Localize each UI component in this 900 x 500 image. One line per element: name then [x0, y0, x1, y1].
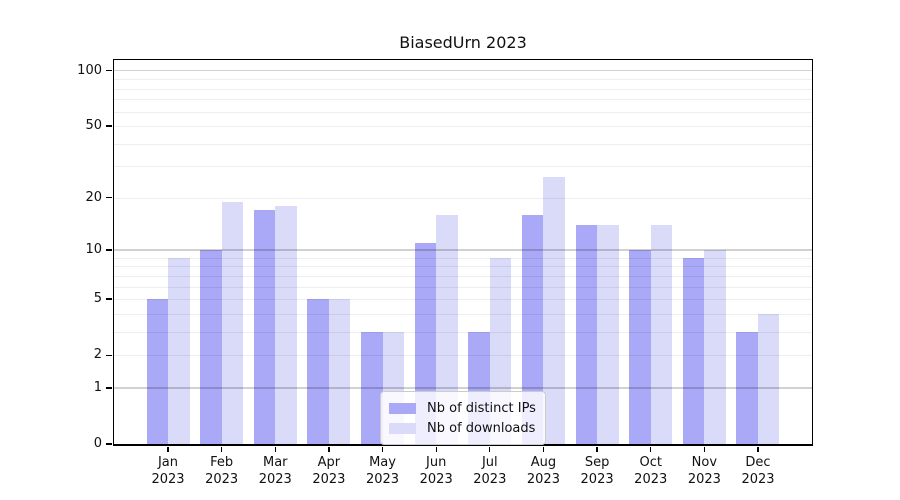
gridline-minor-8: [114, 266, 812, 268]
x-tick-apr: [328, 446, 330, 453]
chart-title: BiasedUrn 2023: [399, 33, 527, 52]
gridline-minor-6: [114, 286, 812, 288]
y-tick-0: [106, 443, 113, 445]
bar-ips-may: [361, 331, 383, 444]
gridline-minor-7: [114, 275, 812, 277]
bar-downloads-jun: [436, 214, 458, 444]
legend-entry-distinct-ips: Nb of distinct IPs: [389, 398, 537, 418]
gridline-major-1: [114, 387, 812, 389]
x-tick-aug: [542, 446, 545, 453]
x-tick-may: [381, 446, 384, 453]
legend-swatch-downloads: [389, 422, 416, 434]
gridline-minor-60: [114, 111, 812, 113]
bar-ips-nov: [682, 257, 705, 444]
bar-downloads-aug: [543, 177, 565, 444]
x-tick-label-oct: Oct 2023: [634, 455, 668, 487]
y-tick-label-0: 0: [93, 436, 102, 451]
gridline-minor-4: [114, 313, 812, 315]
x-tick-label-jun: Jun 2023: [419, 455, 453, 487]
gridline-minor-40: [114, 143, 812, 145]
x-tick-label-mar: Mar 2023: [258, 455, 292, 487]
x-tick-label-jul: Jul 2023: [473, 455, 507, 487]
gridline-minor-50: [114, 126, 812, 128]
bar-ips-jan: [146, 299, 168, 444]
y-tick-2: [106, 354, 113, 356]
x-tick-sep: [596, 446, 598, 453]
bar-downloads-feb: [221, 201, 244, 444]
y-tick-10: [106, 249, 113, 251]
gridline-minor-20: [114, 197, 812, 199]
x-tick-label-jan: Jan 2023: [151, 455, 185, 487]
y-tick-label-5: 5: [93, 291, 102, 307]
gridline-minor-70: [114, 99, 812, 101]
bar-downloads-dec: [757, 313, 780, 444]
x-tick-label-feb: Feb 2023: [205, 455, 239, 487]
y-tick-5: [106, 298, 113, 300]
gridline-minor-5: [114, 299, 812, 301]
gridline-minor-2: [114, 355, 812, 357]
legend-label-distinct-ips: Nb of distinct IPs: [427, 400, 536, 416]
x-tick-label-dec: Dec 2023: [741, 455, 775, 487]
x-tick-feb: [220, 446, 223, 453]
gridline-minor-9: [114, 257, 812, 259]
x-tick-jan: [167, 446, 169, 453]
bar-ips-mar: [253, 210, 276, 444]
legend: Nb of distinct IPs Nb of downloads: [380, 391, 546, 445]
x-tick-dec: [757, 446, 759, 453]
x-tick-label-nov: Nov 2023: [687, 455, 721, 487]
gridline-minor-3: [114, 331, 812, 333]
gridline-minor-80: [114, 88, 812, 90]
x-tick-label-aug: Aug 2023: [526, 455, 560, 487]
legend-entry-downloads: Nb of downloads: [389, 418, 537, 438]
plot-area: BiasedUrn 2023 Nb of distinct IPs Nb of …: [77, 33, 813, 487]
bar-downloads-mar: [275, 205, 297, 444]
x-tick-jul: [489, 446, 491, 453]
bar-downloads-oct: [650, 225, 673, 444]
y-tick-label-1: 1: [93, 379, 102, 395]
y-tick-label-2: 2: [93, 347, 102, 363]
gridline-major-10: [114, 249, 812, 251]
bar-downloads-sep: [597, 225, 619, 444]
x-tick-oct: [650, 446, 652, 453]
gridline-major-100: [114, 70, 812, 72]
bar-ips-oct: [629, 250, 651, 444]
y-tick-1: [106, 387, 113, 389]
y-tick-label-50: 50: [85, 118, 102, 134]
x-tick-label-sep: Sep 2023: [580, 455, 614, 487]
gridline-minor-30: [114, 166, 812, 168]
bar-ips-dec: [736, 331, 758, 444]
x-tick-label-apr: Apr 2023: [312, 455, 346, 487]
legend-swatch-distinct-ips: [389, 402, 416, 414]
bar-downloads-apr: [328, 299, 351, 444]
y-tick-20: [106, 197, 113, 199]
bar-ips-sep: [575, 225, 598, 444]
y-tick-label-10: 10: [85, 242, 102, 258]
y-tick-label-100: 100: [77, 62, 102, 78]
gridline-minor-90: [114, 79, 812, 81]
bar-ips-aug: [521, 214, 544, 444]
x-tick-mar: [274, 446, 276, 453]
y-tick-label-20: 20: [85, 189, 102, 205]
x-tick-nov: [703, 446, 705, 453]
x-tick-label-may: May 2023: [365, 455, 400, 487]
bar-downloads-nov: [704, 250, 726, 444]
x-tick-jun: [435, 446, 437, 453]
bar-ips-apr: [307, 299, 329, 444]
bar-ips-feb: [200, 250, 222, 444]
legend-label-downloads: Nb of downloads: [427, 420, 536, 436]
y-tick-100: [106, 70, 113, 72]
y-tick-50: [106, 125, 113, 127]
bar-downloads-jan: [168, 257, 190, 444]
